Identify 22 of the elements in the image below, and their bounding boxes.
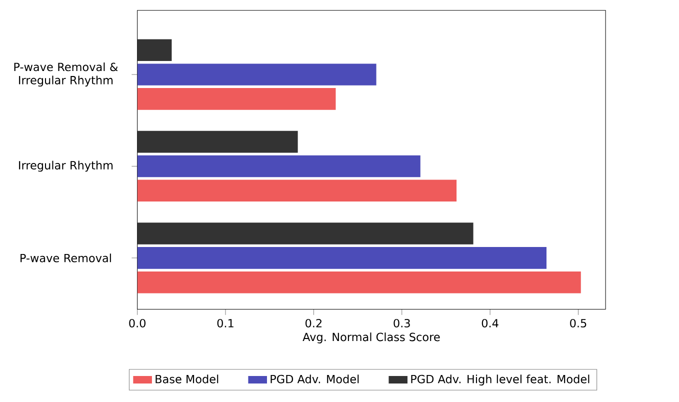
bar	[137, 130, 298, 153]
legend-label: PGD Adv. Model	[270, 374, 359, 384]
bar	[137, 39, 172, 62]
legend-label: PGD Adv. High level feat. Model	[411, 374, 590, 386]
y-tick-label: Irregular Rhythm	[19, 160, 113, 172]
y-tick-label: P-wave Removal	[20, 254, 111, 262]
bar	[137, 88, 336, 110]
bar	[137, 222, 474, 244]
bar	[137, 247, 546, 269]
y-tick-label: P-wave Removal & Irregular Rhythm	[14, 62, 118, 87]
x-axis-title: Avg. Normal Class Score	[302, 332, 440, 344]
x-tick-label: 0.2	[306, 318, 322, 328]
x-tick-label: 0.1	[217, 318, 234, 328]
legend-label: Base Model	[156, 374, 218, 384]
x-tick-label: 0.3	[394, 318, 410, 328]
x-tick-label: 0.5	[570, 318, 586, 328]
bar	[137, 180, 457, 202]
x-tick-label: 0.0	[129, 318, 146, 328]
bar	[137, 64, 376, 86]
bar	[137, 272, 581, 294]
x-tick-label: 0.4	[482, 318, 498, 328]
bar	[137, 155, 420, 178]
